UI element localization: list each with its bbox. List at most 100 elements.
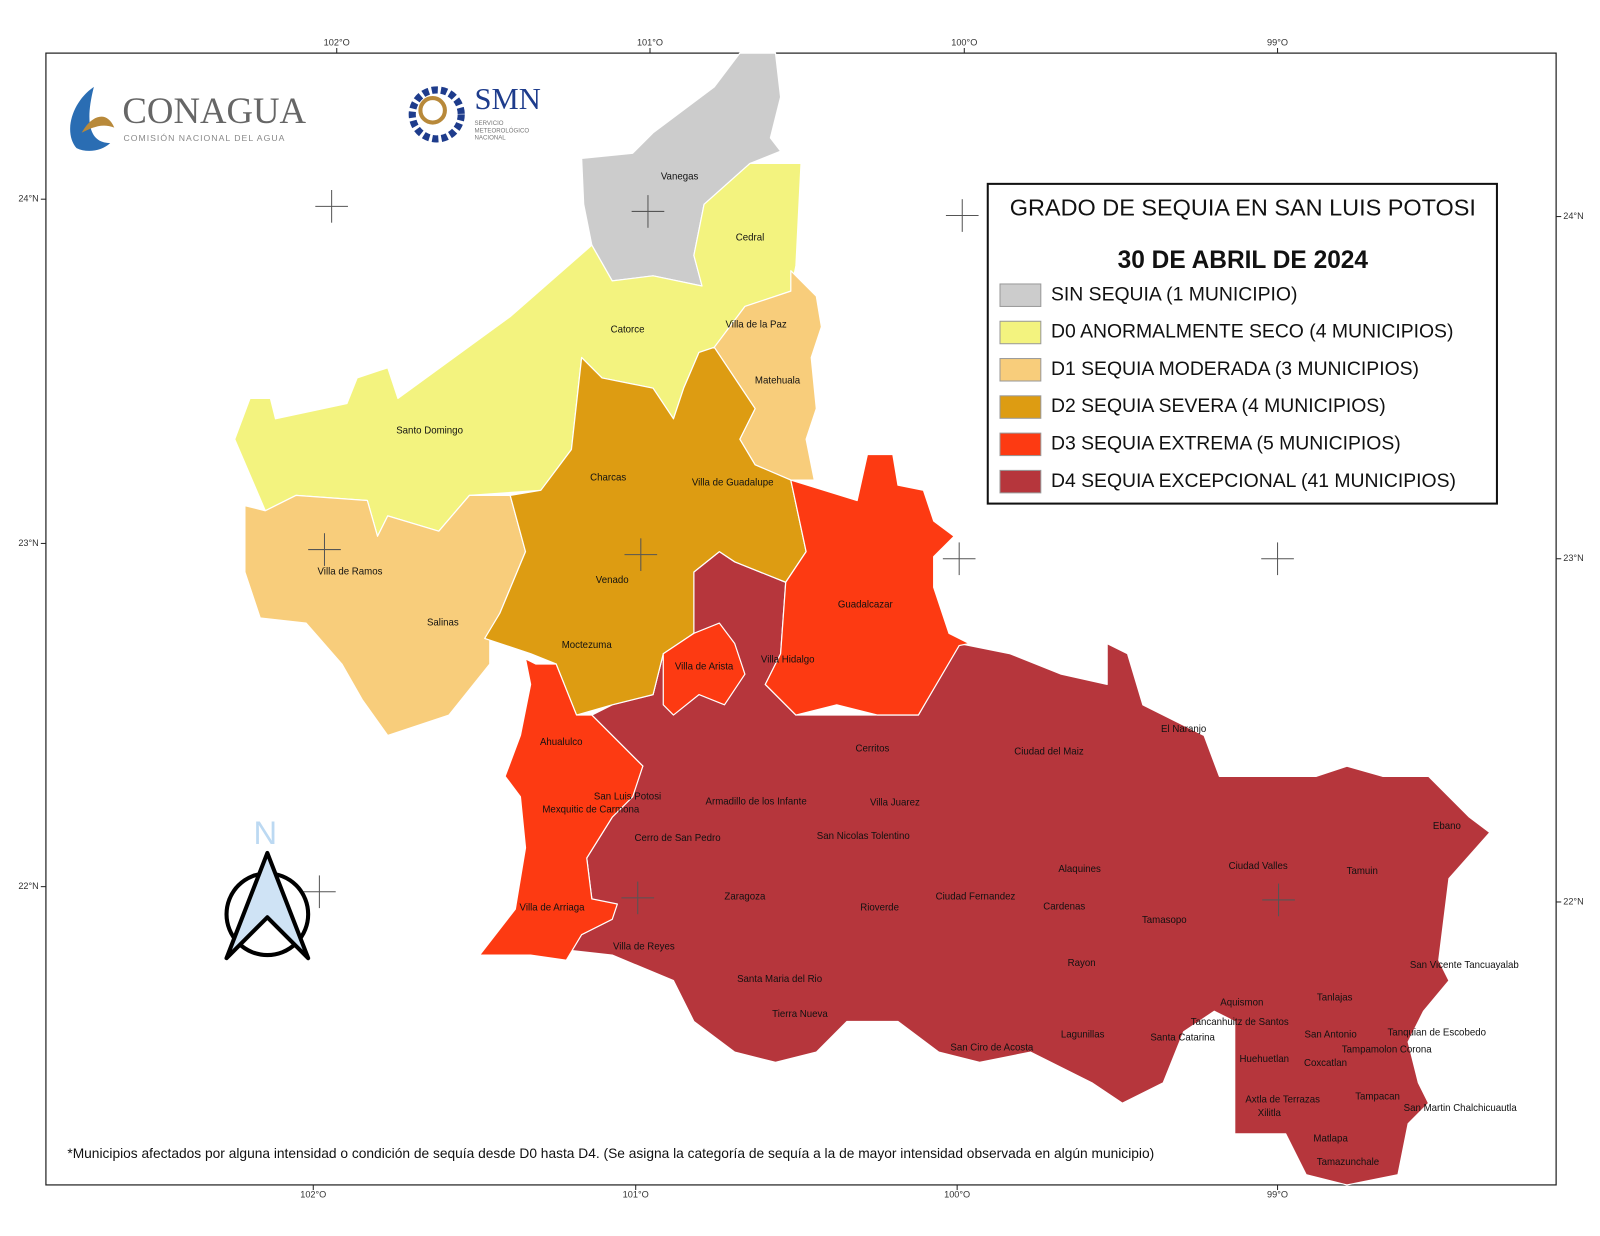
municipality-label: San Vicente Tancuayalab xyxy=(1410,960,1519,971)
north-label: N xyxy=(254,814,278,851)
logo-subtext: SERVICIO xyxy=(474,120,503,127)
municipality-label: Lagunillas xyxy=(1061,1029,1105,1040)
graticule-label: 23°N xyxy=(1563,553,1583,563)
municipality-label: Villa de Arista xyxy=(675,662,734,673)
region-d3 xyxy=(478,658,644,961)
municipality-label: Santa Catarina xyxy=(1150,1032,1215,1043)
regions xyxy=(234,52,1491,1186)
legend-label: D0 ANORMALMENTE SECO (4 MUNICIPIOS) xyxy=(1051,321,1453,343)
municipality-label: Vanegas xyxy=(661,171,699,182)
graticule-label: 22°N xyxy=(18,881,38,891)
municipality-label: Zaragoza xyxy=(724,891,766,902)
legend-box xyxy=(986,182,1498,505)
graticule-label: 24°N xyxy=(1563,211,1583,221)
logo-subtext: METEOROLÓGICO xyxy=(474,127,529,134)
compass-needle xyxy=(224,850,311,961)
legend-title: GRADO DE SEQUIA EN SAN LUIS POTOSI xyxy=(1010,195,1476,221)
graticule-label: 24°N xyxy=(18,194,38,204)
municipality-label: Alaquines xyxy=(1058,864,1101,875)
footnote: *Municipios afectados por alguna intensi… xyxy=(67,1146,1154,1161)
municipality-label: Rayon xyxy=(1068,958,1096,969)
municipality-label: Villa Juarez xyxy=(870,797,920,808)
conagua-logo: CONAGUA COMISIÓN NACIONAL DEL AGUA xyxy=(70,86,307,151)
municipality-label: Venado xyxy=(596,575,629,586)
municipality-label: Villa Hidalgo xyxy=(761,654,815,665)
municipality-label: El Naranjo xyxy=(1161,724,1206,735)
municipality-label: Aquismon xyxy=(1220,998,1263,1009)
municipality-label: Charcas xyxy=(590,473,626,484)
municipality-label: Tancanhuitz de Santos xyxy=(1191,1017,1289,1028)
graticule-label: 102°O xyxy=(300,1190,326,1200)
region-d3 xyxy=(764,453,970,716)
municipality-label: Cerritos xyxy=(855,743,889,754)
municipality-labels: Vanegas Cedral Catorce Villa de la Paz Mateh… xyxy=(318,171,1519,1168)
legend-date: 30 DE ABRIL DE 2024 xyxy=(1118,247,1369,274)
municipality-label: Tamasopo xyxy=(1142,915,1187,926)
municipality-label: Tierra Nueva xyxy=(772,1009,828,1020)
municipality-label: Salinas xyxy=(427,618,459,629)
legend-swatch xyxy=(999,283,1042,307)
graticule-label: 102°O xyxy=(324,37,350,47)
municipality-label: Tanlajas xyxy=(1317,993,1353,1004)
municipality-label: Villa de Reyes xyxy=(613,941,675,952)
legend-label: D4 SEQUIA EXCEPCIONAL (41 MUNICIPIOS) xyxy=(1051,470,1456,492)
graticule-label: 100°O xyxy=(951,37,977,47)
municipality-label: Armadillo de los Infante xyxy=(706,796,807,807)
logo-icon xyxy=(418,96,447,125)
legend-label: D1 SEQUIA MODERADA (3 MUNICIPIOS) xyxy=(1051,358,1419,380)
municipality-label: Moctezuma xyxy=(562,640,613,651)
municipality-label: Ciudad del Maiz xyxy=(1014,746,1084,757)
graticule-label: 100°O xyxy=(944,1190,970,1200)
legend-items: SIN SEQUIA (1 MUNICIPIO) D0 ANORMALMENTE … xyxy=(999,283,1456,494)
municipality-label: Ciudad Valles xyxy=(1229,861,1288,872)
legend-swatch xyxy=(999,432,1042,457)
municipality-label: Mexquitic de Carmona xyxy=(542,805,639,816)
municipality-label: Villa de Arriaga xyxy=(520,903,586,914)
graticule-labels: 102°O 101°O 100°O 99°O 102°O 101°O 100°O 99°O 24… xyxy=(18,37,1583,1199)
legend-swatch xyxy=(999,320,1042,345)
graticule-crosses xyxy=(303,189,1295,917)
graticule-label: 101°O xyxy=(637,37,663,47)
smn-logo: SMN SERVICIO METEOROLÓGICO NACIONAL xyxy=(408,82,541,143)
municipality-label: Tampamolon Corona xyxy=(1342,1045,1432,1056)
municipality-label: Tanquian de Escobedo xyxy=(1387,1027,1486,1038)
north-arrow: N xyxy=(224,814,311,961)
municipality-label: Coxcatlan xyxy=(1304,1058,1347,1069)
municipality-label: Ebano xyxy=(1433,821,1461,832)
legend-swatch xyxy=(999,469,1042,494)
legend: GRADO DE SEQUIA EN SAN LUIS POTOSI 30 DE… xyxy=(986,182,1498,505)
municipality-label: Villa de Ramos xyxy=(318,567,383,578)
municipality-label: Ciudad Fernandez xyxy=(936,891,1016,902)
municipality-label: Xilitla xyxy=(1258,1108,1282,1119)
logo-subtext: COMISIÓN NACIONAL DEL AGUA xyxy=(123,133,285,143)
legend-label: D3 SEQUIA EXTREMA (5 MUNICIPIOS) xyxy=(1051,432,1401,454)
municipality-label: Tamuin xyxy=(1347,866,1378,877)
legend-swatch xyxy=(999,395,1042,419)
graticule-label: 23°N xyxy=(18,538,38,548)
municipality-label: Cedral xyxy=(736,233,765,244)
graticule-label: 101°O xyxy=(623,1190,649,1200)
graticule-label: 22°N xyxy=(1563,896,1583,906)
municipality-label: Huehuetlan xyxy=(1240,1054,1290,1065)
municipality-label: San Ciro de Acosta xyxy=(950,1043,1033,1054)
legend-label: D2 SEQUIA SEVERA (4 MUNICIPIOS) xyxy=(1051,395,1386,417)
municipality-label: Villa de Guadalupe xyxy=(692,478,774,489)
municipality-label: Villa de la Paz xyxy=(726,319,787,330)
logo-text: CONAGUA xyxy=(122,90,306,131)
logo-subtext: NACIONAL xyxy=(474,135,506,142)
municipality-label: San Martin Chalchicuautla xyxy=(1404,1103,1518,1114)
municipality-label: Catorce xyxy=(611,325,645,336)
legend-label: SIN SEQUIA (1 MUNICIPIO) xyxy=(1051,283,1297,305)
municipality-label: Cardenas xyxy=(1043,902,1085,913)
municipality-label: Tamazunchale xyxy=(1317,1157,1379,1168)
municipality-label: Tampacan xyxy=(1355,1092,1400,1103)
municipality-label: San Luis Potosi xyxy=(594,791,661,802)
municipality-label: Axtla de Terrazas xyxy=(1245,1095,1320,1106)
logo-icon xyxy=(70,86,111,151)
municipality-label: Santo Domingo xyxy=(396,426,463,437)
region-d3 xyxy=(662,622,746,716)
graticule-label: 99°O xyxy=(1267,37,1288,47)
legend-swatch xyxy=(999,358,1042,382)
municipality-label: Matlapa xyxy=(1313,1134,1348,1145)
